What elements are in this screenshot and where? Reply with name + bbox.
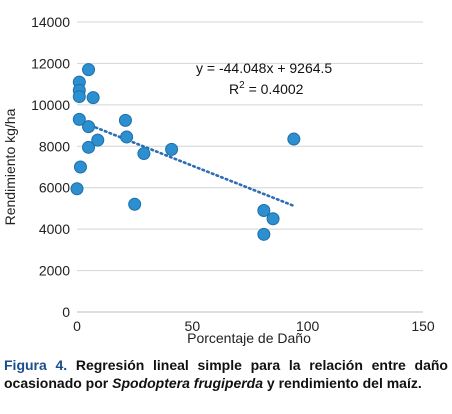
x-tick-label: 100 [296, 318, 320, 334]
data-point [266, 212, 280, 226]
y-tick-label: 6000 [39, 180, 70, 196]
data-point [257, 204, 271, 217]
r-squared-label: R2 = 0.4002 [229, 80, 304, 97]
r-squared-letter: R [229, 81, 239, 97]
x-axis-title: Porcentaje de Daño [187, 330, 311, 346]
y-tick-label: 4000 [39, 221, 70, 237]
y-tick-label: 10000 [31, 97, 70, 113]
data-point [82, 63, 96, 77]
y-tick-label: 14000 [31, 14, 70, 30]
caption-text-end: y rendimiento del maíz. [263, 375, 422, 391]
trendline-group [75, 118, 296, 208]
data-point [257, 227, 271, 241]
data-point [72, 112, 86, 126]
data-point [86, 91, 100, 105]
data-point [128, 197, 142, 211]
y-tick-label: 8000 [39, 138, 70, 154]
data-point [73, 160, 87, 174]
x-tick-label: 50 [185, 318, 201, 334]
data-point [82, 140, 96, 154]
tick-labels: 0 2000 4000 6000 8000 10000 12000 14000 0 50 100 15… [31, 14, 435, 334]
r-squared-superscript: 2 [239, 80, 245, 91]
figure-label: Figura 4. [4, 357, 68, 373]
y-tick-label: 0 [62, 304, 70, 320]
trendline-equation: y = -44.048x + 9264.5 [196, 60, 332, 76]
data-point [118, 113, 132, 127]
data-points [70, 63, 301, 241]
y-axis-title: Rendimiento kg/ha [2, 108, 18, 225]
data-point [91, 133, 105, 147]
y-tick-label: 12000 [31, 55, 70, 71]
trendline [75, 118, 296, 208]
data-point [137, 147, 151, 161]
data-point [120, 130, 134, 144]
caption-species: Spodoptera frugiperda [112, 375, 264, 391]
y-tick-label: 2000 [39, 263, 70, 279]
data-point [287, 132, 301, 146]
r-squared-value: = 0.4002 [245, 81, 304, 97]
data-point [72, 90, 86, 104]
scatter-chart: 0 2000 4000 6000 8000 10000 12000 14000 0 50 100 15… [2, 14, 435, 346]
figure-caption: Figura 4. Regresión lineal simple para l… [4, 356, 448, 392]
x-tick-label: 150 [411, 318, 435, 334]
x-tick-label: 0 [73, 318, 81, 334]
data-point [165, 142, 179, 156]
data-point [70, 182, 84, 196]
caption-text-start: Regresión lineal simple para la relación… [4, 357, 448, 391]
data-point [82, 120, 96, 134]
